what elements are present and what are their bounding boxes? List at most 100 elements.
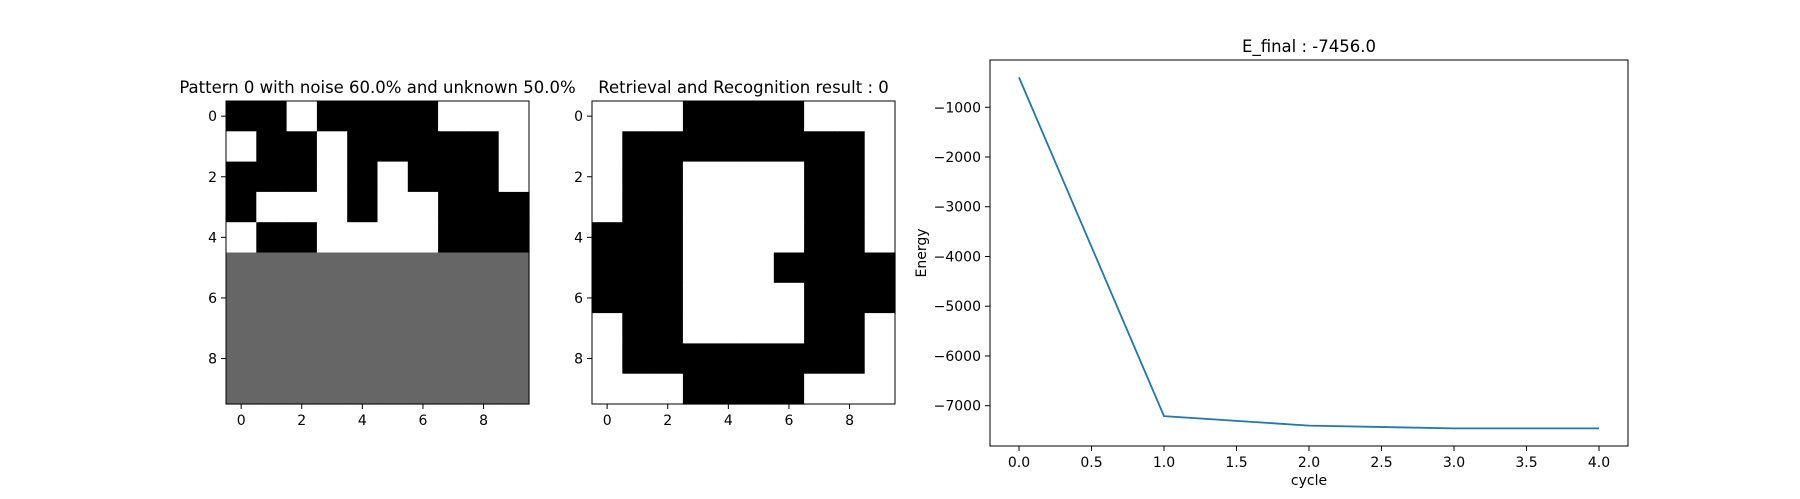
retrieval-xtick-label: 6 (784, 413, 793, 429)
retrieval-cell (622, 191, 654, 223)
retrieval-cell (773, 343, 805, 375)
pattern-cell (407, 313, 439, 344)
retrieval-cell (622, 313, 654, 344)
pattern-cell (256, 373, 288, 405)
pattern-cell (407, 252, 439, 284)
retrieval-cell (804, 252, 835, 284)
pattern-xtick-label: 2 (297, 413, 306, 429)
pattern-cell (407, 101, 439, 132)
energy-frame (989, 59, 1629, 447)
retrieval-cell (864, 161, 896, 193)
pattern-cell (286, 313, 318, 344)
retrieval-cell (864, 131, 896, 163)
retrieval-cell (834, 191, 866, 223)
pattern-cell (316, 222, 348, 254)
pattern-cell (286, 161, 318, 193)
retrieval-cell (622, 101, 654, 132)
pattern-cell (407, 191, 439, 223)
pattern-cell (226, 161, 257, 193)
energy-xtick-label: 1.5 (1225, 455, 1247, 471)
pattern-cell (286, 373, 318, 405)
retrieval-cell (682, 101, 714, 132)
pattern-ytick-label: 0 (208, 109, 217, 125)
retrieval-cell (834, 373, 866, 405)
retrieval-cell (834, 161, 866, 193)
pattern-cells (226, 101, 530, 405)
retrieval-cell (713, 131, 745, 163)
pattern-cell (468, 373, 500, 405)
pattern-cell (498, 101, 530, 132)
retrieval-cells (592, 101, 896, 405)
pattern-cell (316, 313, 348, 344)
pattern-cell (347, 313, 379, 344)
pattern-cell (498, 373, 530, 405)
pattern-cell (438, 131, 469, 163)
retrieval-cell (743, 161, 775, 193)
energy-xlabel: cycle (1291, 473, 1327, 489)
retrieval-cell (713, 222, 745, 254)
energy-xtick-label: 3.5 (1515, 455, 1537, 471)
pattern-cell (347, 252, 379, 284)
pattern-cell (468, 343, 500, 375)
pattern-ytick-label: 2 (208, 170, 217, 186)
pattern-cell (377, 101, 409, 132)
retrieval-cell (592, 343, 623, 375)
retrieval-cell (713, 252, 745, 284)
pattern-cell (256, 101, 288, 132)
retrieval-cell (682, 161, 714, 193)
retrieval-cell (864, 222, 896, 254)
retrieval-cell (682, 222, 714, 254)
retrieval-cell (592, 131, 623, 163)
energy-xtick-label: 2.0 (1298, 455, 1320, 471)
pattern-cell (347, 222, 379, 254)
retrieval-cell (713, 101, 745, 132)
pattern-cell (407, 373, 439, 405)
pattern-cell (226, 343, 257, 375)
retrieval-cell (592, 313, 623, 344)
pattern-ytick-label: 4 (208, 230, 217, 246)
retrieval-cell (864, 313, 896, 344)
pattern-cell (226, 101, 257, 132)
pattern-cell (438, 282, 469, 314)
energy-series-line (1018, 77, 1599, 430)
retrieval-cell (622, 343, 654, 375)
pattern-cell (498, 282, 530, 314)
retrieval-cell (652, 161, 684, 193)
pattern-cell (438, 222, 469, 254)
retrieval-cell (804, 313, 835, 344)
pattern-cell (286, 101, 318, 132)
retrieval-ticks: 0 2 4 6 8 0 2 4 6 8 (574, 109, 854, 429)
energy-ylabel: Energy (914, 228, 930, 277)
pattern-panel: Pattern 0 with noise 60.0% and unknown 5… (179, 78, 575, 429)
retrieval-cell (713, 343, 745, 375)
retrieval-ytick-label: 6 (574, 291, 583, 307)
pattern-cell (256, 343, 288, 375)
pattern-cell (498, 343, 530, 375)
retrieval-cell (804, 222, 835, 254)
pattern-cell (256, 161, 288, 193)
retrieval-cell (622, 222, 654, 254)
pattern-cell (347, 282, 379, 314)
retrieval-xtick-label: 8 (845, 413, 854, 429)
pattern-cell (377, 222, 409, 254)
retrieval-cell (592, 222, 623, 254)
energy-ytick-label: −5000 (934, 299, 981, 315)
pattern-cell (438, 313, 469, 344)
retrieval-cell (864, 101, 896, 132)
pattern-cell (438, 252, 469, 284)
pattern-cell (377, 282, 409, 314)
retrieval-cell (743, 222, 775, 254)
retrieval-cell (652, 373, 684, 405)
energy-ytick-label: −3000 (934, 200, 981, 216)
pattern-ticks: 0 2 4 6 8 0 2 4 6 8 (208, 109, 488, 429)
pattern-cell (286, 252, 318, 284)
retrieval-cell (804, 101, 835, 132)
energy-panel: E_final : -7456.0 0.0 0.5 1.0 1.5 2.0 2.5 3.0 3… (914, 37, 1629, 489)
retrieval-cell (773, 313, 805, 344)
energy-title: E_final : -7456.0 (1242, 37, 1376, 57)
retrieval-cell (864, 343, 896, 375)
pattern-cell (286, 343, 318, 375)
pattern-cell (377, 131, 409, 163)
retrieval-cell (682, 191, 714, 223)
pattern-xtick-label: 6 (418, 413, 427, 429)
